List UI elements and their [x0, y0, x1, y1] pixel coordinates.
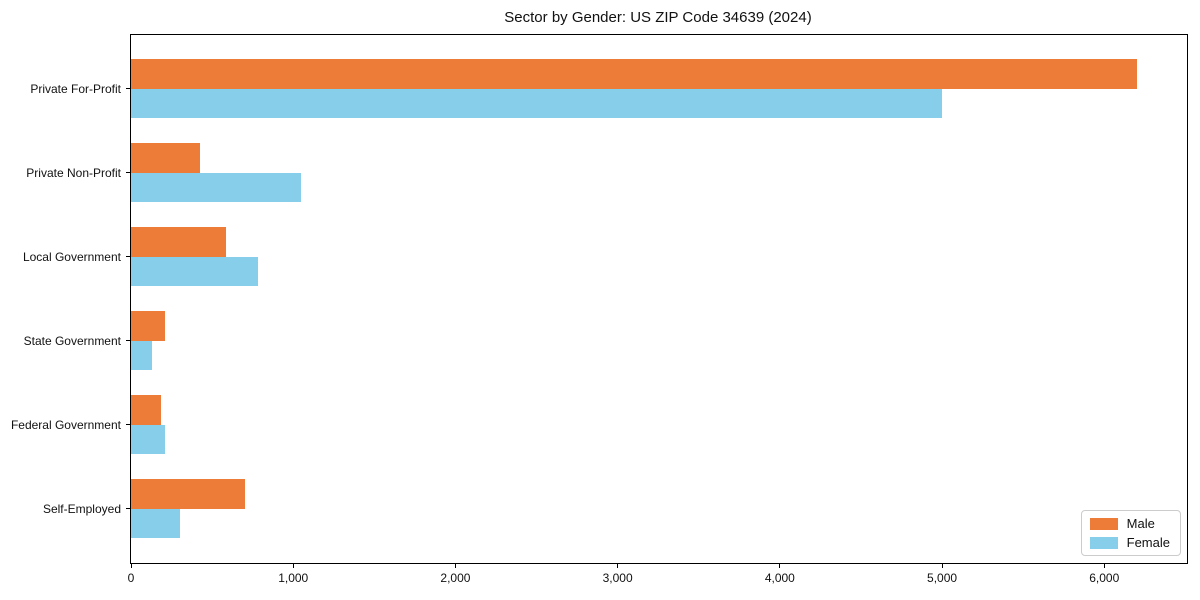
y-tick-mark [126, 424, 131, 425]
legend-label-male: Male [1126, 516, 1155, 531]
y-tick-mark [126, 256, 131, 257]
legend-item-female: Female [1089, 535, 1170, 550]
x-tick-mark [454, 563, 456, 568]
legend-label-female: Female [1126, 535, 1170, 550]
x-tick-mark [130, 563, 132, 568]
x-tick-mark [292, 563, 294, 568]
x-tick-label-4000: 4,000 [764, 571, 795, 585]
bar-female-state-government [131, 340, 153, 370]
bar-male-state-government [131, 311, 166, 341]
x-tick-mark [779, 563, 781, 568]
y-tick-mark [126, 340, 131, 341]
bar-female-federal-government [131, 424, 166, 454]
bar-male-federal-government [131, 395, 161, 425]
legend-swatch-female [1089, 536, 1118, 549]
y-axis-label-state-government: State Government [23, 333, 121, 348]
x-tick-mark [1103, 563, 1105, 568]
y-tick-mark [126, 508, 131, 509]
y-axis-label-federal-government: Federal Government [10, 417, 121, 432]
legend-item-male: Male [1089, 516, 1170, 531]
x-tick-mark [941, 563, 943, 568]
y-axis-label-self-employed: Self-Employed [42, 501, 121, 516]
x-tick-label-2000: 2,000 [440, 571, 471, 585]
legend: Male Female [1080, 510, 1181, 556]
y-axis-label-private-non-profit: Private Non-Profit [26, 165, 121, 180]
x-tick-label-0: 0 [127, 571, 135, 585]
y-tick-mark [126, 172, 131, 173]
legend-swatch-male [1089, 517, 1118, 530]
bar-female-private-for-profit [131, 88, 943, 118]
bar-female-local-government [131, 256, 258, 286]
x-tick-label-5000: 5,000 [927, 571, 958, 585]
bar-female-self-employed [131, 508, 180, 538]
bar-male-self-employed [131, 479, 245, 509]
x-tick-label-6000: 6,000 [1089, 571, 1120, 585]
bar-female-private-non-profit [131, 172, 302, 202]
x-tick-label-3000: 3,000 [602, 571, 633, 585]
bar-male-local-government [131, 227, 226, 257]
x-tick-label-1000: 1,000 [278, 571, 309, 585]
x-tick-mark [617, 563, 619, 568]
y-axis-label-private-for-profit: Private For-Profit [30, 81, 121, 96]
chart-title: Sector by Gender: US ZIP Code 34639 (202… [504, 9, 812, 26]
bar-male-private-for-profit [131, 59, 1137, 89]
y-axis-label-local-government: Local Government [22, 249, 121, 264]
y-tick-mark [126, 88, 131, 89]
plot-area: Male Female Private For-Profit Private Non… [11, 34, 1188, 585]
bar-male-private-non-profit [131, 143, 200, 173]
